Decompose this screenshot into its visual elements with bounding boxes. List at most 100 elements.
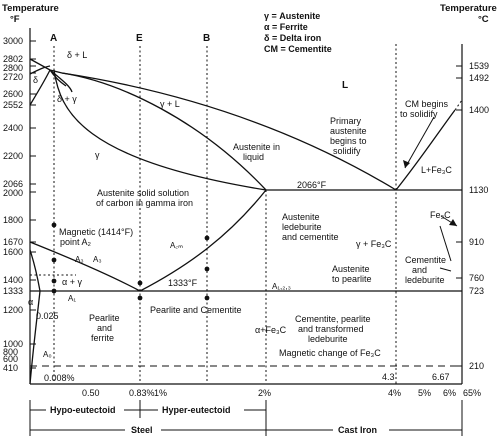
tick-600: 600 <box>3 354 18 364</box>
region-cm-begins-1: CM begins <box>405 99 449 109</box>
delta-boundary-2 <box>29 69 51 106</box>
tick-2802: 2802 <box>3 54 23 64</box>
tick-2800: 2800 <box>3 63 23 73</box>
label-a3-right: A₃ <box>93 255 102 264</box>
bottom-0-008: 0.008% <box>44 373 75 383</box>
solidus-peritectic <box>49 69 67 87</box>
label-4-3: 4.3 <box>382 372 395 382</box>
liquidus-cementite-dash <box>454 99 463 111</box>
tick-2400: 2400 <box>3 123 23 133</box>
tick-2066: 2066 <box>3 179 23 189</box>
region-to-pearlite-2: to pearlite <box>332 274 372 284</box>
region-to-pearlite-1: Austenite <box>332 264 370 274</box>
line-label-e: E <box>136 33 143 44</box>
region-delta: δ <box>33 75 38 85</box>
bottom-5: 5% <box>418 388 431 398</box>
tick-2600: 2600 <box>3 89 23 99</box>
marker-points <box>51 222 210 301</box>
region-l: L <box>342 80 348 91</box>
label-cast-iron: Cast Iron <box>338 425 377 435</box>
region-transformed-1: Cementite, pearlite <box>295 314 371 324</box>
label-a1: A₁ <box>68 294 76 303</box>
solidus <box>53 69 267 191</box>
region-transformed-2: and transformed <box>298 324 364 334</box>
region-solid-solution-2: of carbon in gamma iron <box>96 198 193 208</box>
region-pearlite-ferrite-3: ferrite <box>91 333 114 343</box>
bottom-4: 4% <box>388 388 401 398</box>
left-axis-labels: 3000 2802 2800 2720 2600 2552 2400 2200 … <box>3 36 23 373</box>
tick-1539: 1539 <box>469 61 489 71</box>
tick-1800: 1800 <box>3 215 23 225</box>
region-cem-led-3: ledeburite <box>405 275 445 285</box>
acm-line <box>139 189 267 292</box>
tick-410: 410 <box>3 363 18 373</box>
tick-2720: 2720 <box>3 72 23 82</box>
region-pearlite-cementite: Pearlite and Cementite <box>150 305 242 315</box>
region-primary-2: austenite <box>330 126 367 136</box>
region-labels: δ + L δ δ + γ L γ + L γ Austenite in liq… <box>28 50 452 382</box>
tick-2000: 2000 <box>3 188 23 198</box>
line-label-b: B <box>203 33 210 44</box>
tick-1130: 1130 <box>469 185 488 195</box>
label-0-025: 0.025 <box>36 311 59 321</box>
legend: γ = Austenite α = Ferrite δ = Delta iron… <box>264 11 332 54</box>
liquidus-left <box>29 58 267 191</box>
region-austenite-liquid-2: liquid <box>243 152 264 162</box>
tick-1400c: 1400 <box>469 105 489 115</box>
region-cem-led-2: and <box>412 265 427 275</box>
tick-800: 800 <box>3 347 18 357</box>
tick-910: 910 <box>469 237 484 247</box>
region-cem-led-1: Cementite <box>405 255 446 265</box>
bottom-65: 65% <box>463 388 481 398</box>
label-magnetic-change: Magnetic change of Fe₃C <box>279 348 381 358</box>
range-labels: Hypo-eutectoid Hyper-eutectoid Steel Cas… <box>46 403 389 436</box>
region-alpha: α <box>28 297 33 307</box>
bottom-1: 1% <box>154 388 167 398</box>
region-pearlite-ferrite-1: Pearlite <box>89 313 120 323</box>
tick-1200: 1200 <box>3 305 23 315</box>
region-alpha-gamma: α + γ <box>62 277 82 287</box>
bottom-axis-labels: 0.008% 0.50 0.83% 1% 2% 4% 5% 6% 65% <box>44 373 481 398</box>
region-ledeburite-3: and cementite <box>282 232 339 242</box>
legend-alpha: α = Ferrite <box>264 22 308 32</box>
label-steel: Steel <box>131 425 153 435</box>
region-transformed-3: ledeburite <box>308 334 348 344</box>
liquidus-upper <box>61 72 397 191</box>
eutectoid-temp-label: 1333°F <box>168 278 198 288</box>
right-axis-labels: 1539 1492 1400 1130 910 760 723 210 <box>469 61 489 371</box>
right-axis-unit: °C <box>478 14 489 25</box>
eutectic-temp-label: 2066°F <box>297 180 327 190</box>
region-alpha-fe3c: α+Fe₃C <box>255 325 287 335</box>
region-austenite-liquid-1: Austenite in <box>233 142 280 152</box>
label-a0: A₀ <box>43 350 52 359</box>
tick-1400: 1400 <box>3 275 23 285</box>
region-gamma-l: γ + L <box>160 99 180 109</box>
region-gamma: γ <box>95 150 100 160</box>
ferrite-boundary <box>29 249 41 292</box>
region-ledeburite-1: Austenite <box>282 212 320 222</box>
magnetic-point-1: Magnetic (1414°F) <box>59 227 133 237</box>
legend-delta: δ = Delta iron <box>264 33 321 43</box>
tick-1492: 1492 <box>469 73 489 83</box>
delta-boundary-1 <box>29 65 51 75</box>
ferrite-solvus <box>29 290 41 385</box>
tick-1600: 1600 <box>3 247 23 257</box>
line-label-a: A <box>50 33 57 44</box>
region-primary-4: solidify <box>333 146 361 156</box>
region-solid-solution-1: Austenite solid solution <box>97 188 189 198</box>
bottom-6: 6% <box>443 388 456 398</box>
region-gamma-fe3c: γ + Fe₃C <box>356 239 392 249</box>
label-hyper-eutectoid: Hyper-eutectoid <box>162 405 231 415</box>
liquidus-cementite <box>395 109 456 191</box>
region-l-fe3c: L+Fe₃C <box>421 165 452 175</box>
right-axis-ticks <box>456 65 462 367</box>
label-6-67: 6.67 <box>432 372 450 382</box>
a3-line <box>29 241 141 292</box>
region-delta-l: δ + L <box>67 50 87 60</box>
label-hypo-eutectoid: Hypo-eutectoid <box>50 405 116 415</box>
legend-gamma: γ = Austenite <box>264 11 320 21</box>
region-primary-3: begins to <box>330 136 367 146</box>
tick-3000: 3000 <box>3 36 23 46</box>
label-a123: A₁,₂,₃ <box>272 282 291 291</box>
region-fe3c: Fe₃C <box>430 210 451 220</box>
